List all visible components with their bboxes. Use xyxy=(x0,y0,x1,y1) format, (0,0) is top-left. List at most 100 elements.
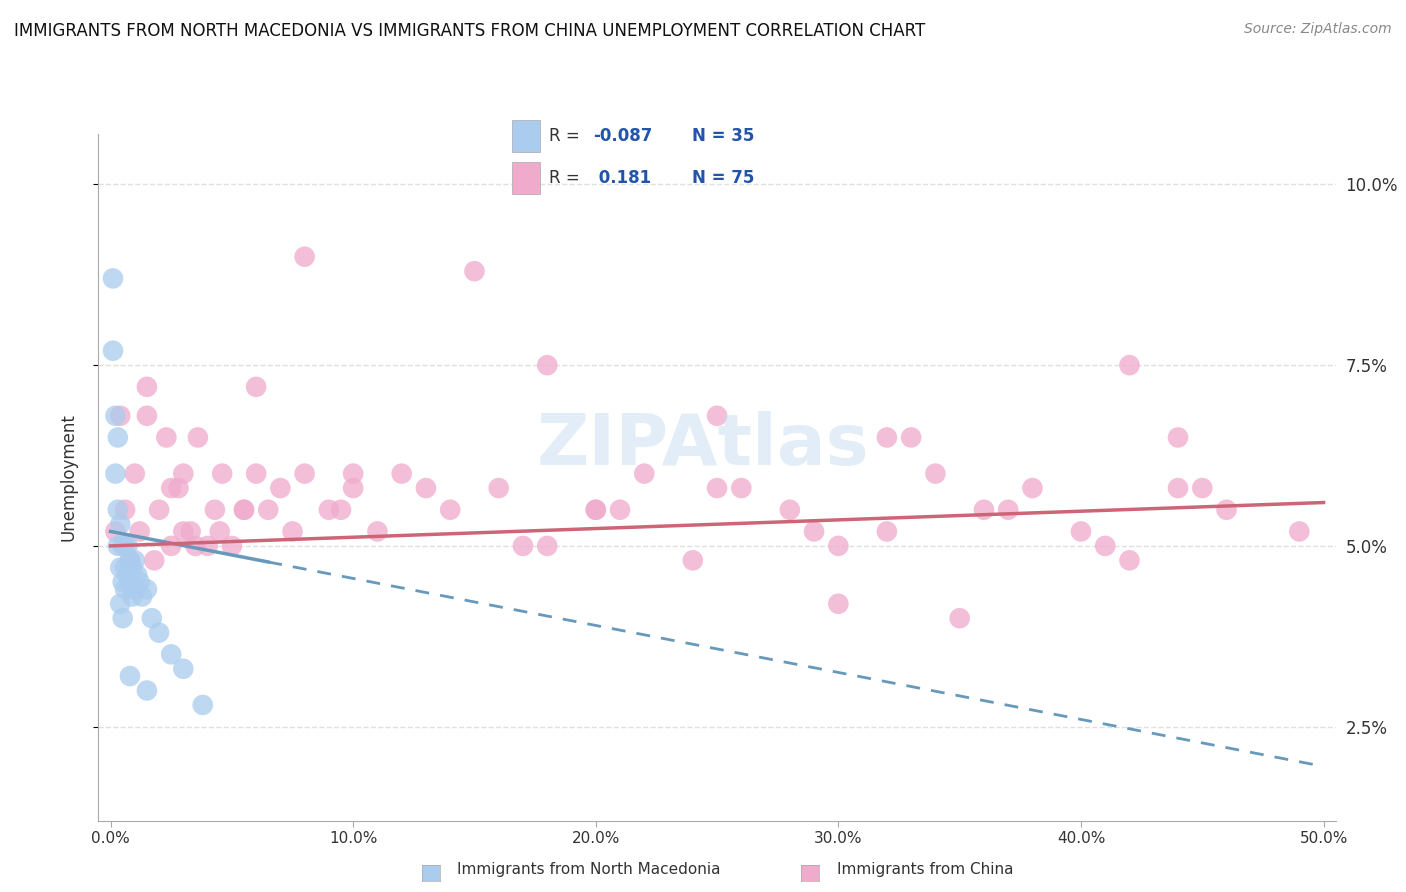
Point xyxy=(160,481,183,495)
Point xyxy=(1118,553,1140,567)
Point xyxy=(136,380,159,394)
Point xyxy=(281,524,304,539)
Point xyxy=(117,539,139,553)
Point xyxy=(187,430,209,444)
Point xyxy=(111,575,134,590)
Point xyxy=(1288,524,1310,539)
Point xyxy=(136,409,159,423)
Point xyxy=(706,481,728,495)
Point xyxy=(118,553,141,567)
Point xyxy=(107,430,129,444)
Point xyxy=(415,481,437,495)
Point xyxy=(114,502,136,516)
Point xyxy=(118,575,141,590)
Point xyxy=(876,524,898,539)
Point xyxy=(141,611,163,625)
Text: N = 75: N = 75 xyxy=(692,169,754,186)
Point xyxy=(124,553,146,567)
Point xyxy=(585,502,607,516)
Point xyxy=(143,553,166,567)
Point xyxy=(128,575,150,590)
Point xyxy=(1191,481,1213,495)
Point xyxy=(111,611,134,625)
Point xyxy=(114,560,136,574)
Point xyxy=(997,502,1019,516)
Point xyxy=(110,597,132,611)
Point xyxy=(536,358,558,372)
Point xyxy=(172,524,194,539)
Point xyxy=(155,430,177,444)
Text: R =: R = xyxy=(550,169,581,186)
Point xyxy=(269,481,291,495)
Point xyxy=(118,669,141,683)
Point xyxy=(536,539,558,553)
Point xyxy=(124,582,146,597)
Text: R =: R = xyxy=(550,128,581,145)
Point xyxy=(585,502,607,516)
Point xyxy=(779,502,801,516)
Point xyxy=(118,553,141,567)
Point xyxy=(900,430,922,444)
Point xyxy=(876,430,898,444)
Point xyxy=(117,567,139,582)
Point xyxy=(211,467,233,481)
Text: IMMIGRANTS FROM NORTH MACEDONIA VS IMMIGRANTS FROM CHINA UNEMPLOYMENT CORRELATIO: IMMIGRANTS FROM NORTH MACEDONIA VS IMMIG… xyxy=(14,22,925,40)
Point xyxy=(512,539,534,553)
Point xyxy=(245,380,267,394)
Point xyxy=(233,502,256,516)
Point xyxy=(488,481,510,495)
Point xyxy=(104,467,127,481)
Point xyxy=(124,467,146,481)
Point xyxy=(1167,481,1189,495)
Bar xyxy=(512,120,540,153)
Point xyxy=(148,625,170,640)
Text: Source: ZipAtlas.com: Source: ZipAtlas.com xyxy=(1244,22,1392,37)
Point xyxy=(257,502,280,516)
Point xyxy=(167,481,190,495)
Point xyxy=(1167,430,1189,444)
Point xyxy=(180,524,202,539)
Point xyxy=(366,524,388,539)
Point xyxy=(706,409,728,423)
Point xyxy=(107,539,129,553)
Point xyxy=(245,467,267,481)
Point xyxy=(330,502,353,516)
Point xyxy=(172,662,194,676)
Bar xyxy=(512,161,540,194)
Point xyxy=(172,467,194,481)
Point xyxy=(391,467,413,481)
Point xyxy=(827,539,849,553)
Point xyxy=(463,264,485,278)
Point xyxy=(1094,539,1116,553)
Point xyxy=(107,502,129,516)
Point xyxy=(197,539,219,553)
Point xyxy=(949,611,972,625)
Point xyxy=(221,539,243,553)
Point xyxy=(184,539,207,553)
Point xyxy=(204,502,226,516)
Point xyxy=(104,409,127,423)
Point xyxy=(131,590,153,604)
Point xyxy=(827,597,849,611)
Point xyxy=(1215,502,1237,516)
Point xyxy=(682,553,704,567)
Point xyxy=(114,582,136,597)
Point xyxy=(160,539,183,553)
Point xyxy=(633,467,655,481)
Point xyxy=(101,343,124,358)
Point xyxy=(294,250,316,264)
Point xyxy=(136,582,159,597)
Point xyxy=(121,590,143,604)
Point xyxy=(114,539,136,553)
Point xyxy=(439,502,461,516)
Point xyxy=(730,481,752,495)
Point xyxy=(191,698,214,712)
Text: Immigrants from China: Immigrants from China xyxy=(837,863,1014,877)
Point xyxy=(609,502,631,516)
Point xyxy=(110,517,132,532)
Point xyxy=(924,467,946,481)
Point xyxy=(803,524,825,539)
Text: N = 35: N = 35 xyxy=(692,128,754,145)
Point xyxy=(233,502,256,516)
Point xyxy=(1070,524,1092,539)
